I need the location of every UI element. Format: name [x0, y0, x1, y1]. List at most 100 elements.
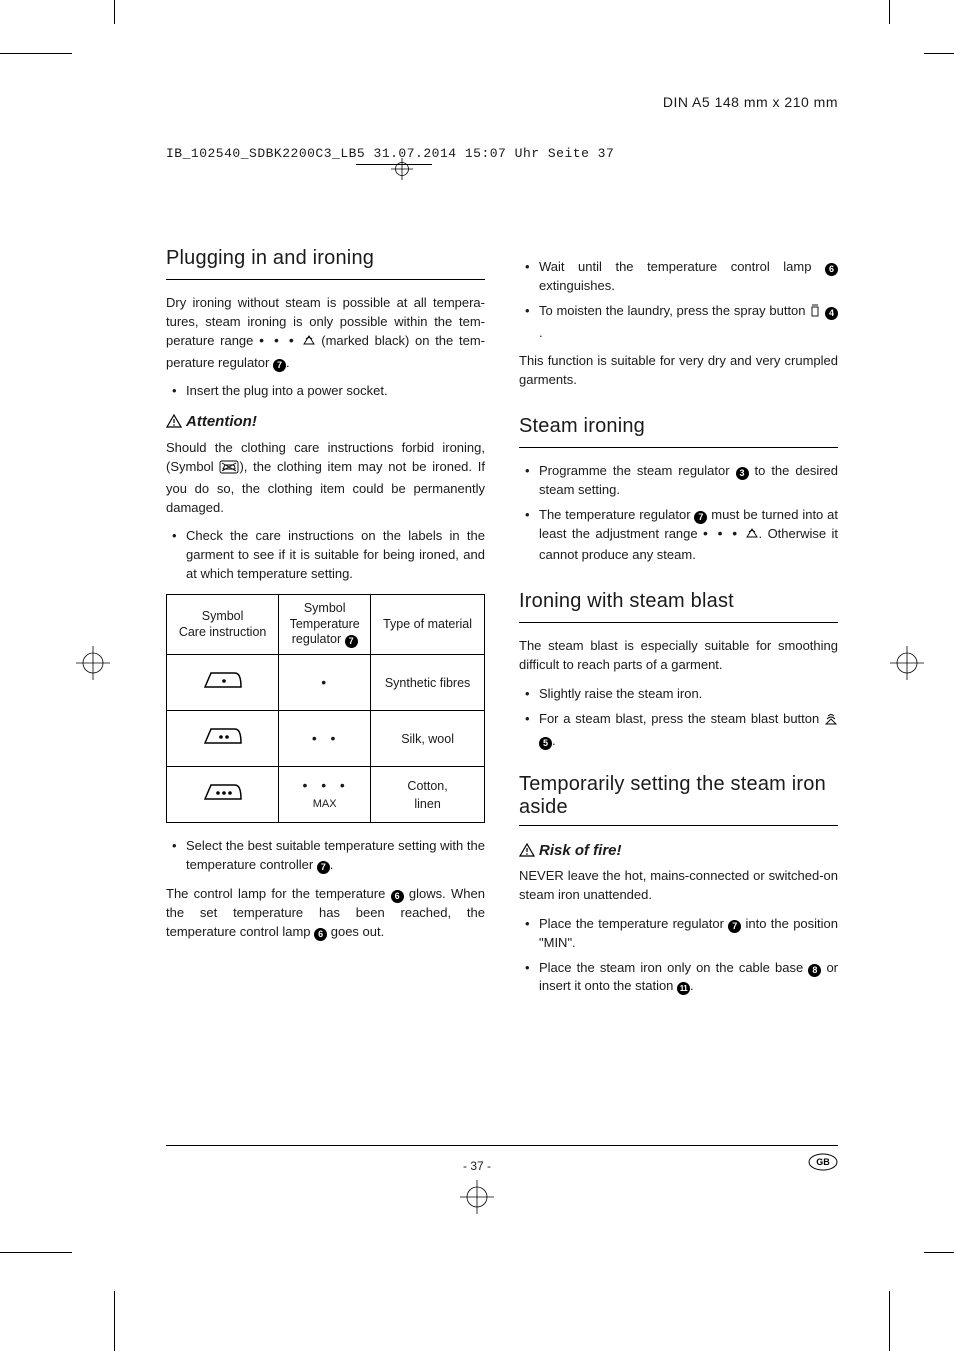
ref-7: 7 [694, 511, 707, 524]
crop-mark [114, 0, 115, 24]
text: Care instruction [179, 625, 267, 639]
list-item: Insert the plug into a power socket. [166, 382, 485, 401]
table-row: • • •MAX Cotton,linen [167, 767, 485, 823]
table-header-row: Symbol Care instruction SymbolTemperature… [167, 594, 485, 654]
list-item: For a steam blast, press the steam blast… [519, 710, 838, 751]
text: To moisten the laundry, press the spray … [539, 303, 809, 318]
risk-of-fire-heading: Risk of fire! [519, 840, 838, 864]
gb-badge: GB [808, 1153, 838, 1176]
ref-6: 6 [314, 928, 327, 941]
left-column: Plugging in and ironing Dry ironing with… [166, 244, 485, 1146]
text: The control lamp for the temperature [166, 886, 391, 901]
content-area: Plugging in and ironing Dry ironing with… [166, 244, 838, 1146]
footer-rule [166, 1145, 838, 1146]
temp-1dot: • [279, 655, 371, 711]
temp-3dot: • • •MAX [279, 767, 371, 823]
right-column: Wait until the temperature control lamp … [519, 244, 838, 1146]
steam-blast-paragraph: The steam blast is especially suitable f… [519, 637, 838, 675]
page: DIN A5 148 mm x 210 mm IB_102540_SDBK220… [0, 0, 954, 1351]
heading-plugging-in: Plugging in and ironing [166, 244, 485, 273]
registration-mark-left [76, 646, 110, 680]
ref-7: 7 [273, 359, 286, 372]
text: extinguishes. [539, 278, 615, 293]
text: goes out. [327, 924, 384, 939]
table-row: • Synthetic fibres [167, 655, 485, 711]
control-lamp-paragraph: The control lamp for the temperature 6 g… [166, 885, 485, 942]
heading-steam-blast: Ironing with steam blast [519, 587, 838, 616]
bullet-list: Wait until the temperature control lamp … [519, 258, 838, 342]
ref-7: 7 [317, 861, 330, 874]
care-symbol-2dot [167, 711, 279, 767]
ref-5: 5 [539, 737, 552, 750]
text: Select the best suitable temperature set… [186, 838, 485, 872]
no-iron-icon [219, 460, 239, 480]
heading-steam-ironing: Steam ironing [519, 412, 838, 441]
section-rule [166, 279, 485, 280]
bullet-list: Insert the plug into a power socket. [166, 382, 485, 401]
attention-heading: Attention! [166, 411, 485, 435]
max-label: MAX [283, 797, 366, 813]
ref-7: 7 [728, 920, 741, 933]
spray-icon [809, 304, 821, 324]
section-rule [519, 825, 838, 826]
text: Place the steam iron only on the cable b… [539, 960, 808, 975]
heading-setting-aside: Temporarily setting the steam iron aside [519, 773, 838, 819]
ref-8: 8 [808, 964, 821, 977]
list-item: Slightly raise the steam iron. [519, 685, 838, 704]
bullet-list: Slightly raise the steam iron. For a ste… [519, 685, 838, 751]
text: Risk of fire! [539, 842, 622, 859]
list-item: Check the care instructions on the label… [166, 527, 485, 584]
registration-mark-right [890, 646, 924, 680]
ref-6: 6 [391, 890, 404, 903]
list-item: Wait until the temperature control lamp … [519, 258, 838, 296]
warning-icon [519, 842, 535, 864]
care-symbol-1dot [167, 655, 279, 711]
section-rule [519, 622, 838, 623]
th-care: Symbol Care instruction [167, 594, 279, 654]
ref-7: 7 [345, 635, 358, 648]
warning-icon [166, 413, 182, 435]
th-material: Type of material [371, 594, 485, 654]
bullet-list: Place the temperature regulator 7 into t… [519, 915, 838, 996]
registration-mark-bottom [460, 1180, 494, 1219]
th-temp: SymbolTemperatureregulator 7 [279, 594, 371, 654]
intro-paragraph: Dry ironing without steam is possible at… [166, 294, 485, 372]
steam-blast-icon [824, 712, 838, 732]
list-item: Place the temperature regulator 7 into t… [519, 915, 838, 953]
din-label: DIN A5 148 mm x 210 mm [663, 94, 838, 110]
ref-11: 11 [677, 982, 690, 995]
text: Symbol [202, 609, 244, 623]
list-item: To moisten the laundry, press the spray … [519, 302, 838, 343]
crop-mark [114, 1291, 115, 1351]
material-table: Symbol Care instruction SymbolTemperature… [166, 594, 485, 823]
crop-mark [889, 0, 890, 24]
list-item: The temperature regulator 7 must be turn… [519, 506, 838, 566]
footer [166, 1145, 838, 1146]
crop-mark [0, 53, 72, 54]
text: regulator [292, 632, 345, 646]
material-silk: Silk, wool [371, 711, 485, 767]
text: Attention! [186, 413, 257, 430]
text: Programme the steam regulator [539, 463, 736, 478]
steam-icon [302, 334, 316, 354]
text: For a steam blast, press the steam blast… [539, 711, 824, 726]
attention-paragraph: Should the clothing care instructions fo… [166, 439, 485, 517]
care-symbol-3dot [167, 767, 279, 823]
crop-mark [924, 53, 954, 54]
bullet-list: Programme the steam regulator 3 to the d… [519, 462, 838, 565]
svg-text:GB: GB [816, 1157, 830, 1167]
text: Place the temperature regulator [539, 916, 728, 931]
steam-icon [745, 527, 759, 547]
crop-mark [889, 1291, 890, 1351]
text: Temperature [290, 617, 360, 631]
table-row: • • Silk, wool [167, 711, 485, 767]
text: Wait until the temperature control lamp [539, 259, 825, 274]
runhead-registration [391, 158, 413, 185]
temp-2dot: • • [279, 711, 371, 767]
crop-mark [0, 1252, 72, 1253]
ref-3: 3 [736, 467, 749, 480]
list-item: Select the best suitable temperature set… [166, 837, 485, 875]
three-dots: • • • [259, 332, 296, 348]
list-item: Place the steam iron only on the cable b… [519, 959, 838, 997]
material-synthetic: Synthetic fibres [371, 655, 485, 711]
